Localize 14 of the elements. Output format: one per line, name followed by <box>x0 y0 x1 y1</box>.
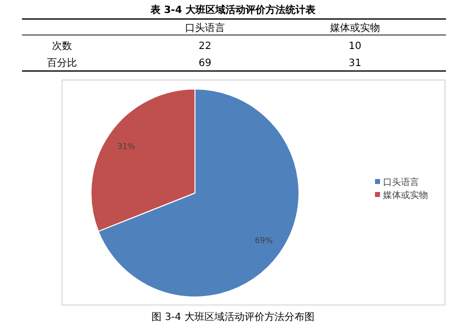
text: 10 <box>348 41 362 52</box>
text: 31 <box>348 58 362 69</box>
category-label: 百分比 <box>47 58 77 69</box>
legend-label: 媒体或实物 <box>383 190 428 201</box>
text: 22 <box>198 41 212 52</box>
data-label: 69% <box>254 236 274 245</box>
text: 表 3-4 大班区域活动评价方法统计表 <box>149 4 317 16</box>
category-label: 口头语言 <box>185 22 225 34</box>
legend-label: 口头语言 <box>383 177 419 188</box>
data-label: 31% <box>117 142 136 152</box>
category-label: 媒体或实物 <box>330 22 380 34</box>
text: 69 <box>198 58 212 69</box>
category-label: 次数 <box>52 41 72 52</box>
caption: 图 3-4 大班区域活动评价方法分布图 <box>152 311 314 323</box>
